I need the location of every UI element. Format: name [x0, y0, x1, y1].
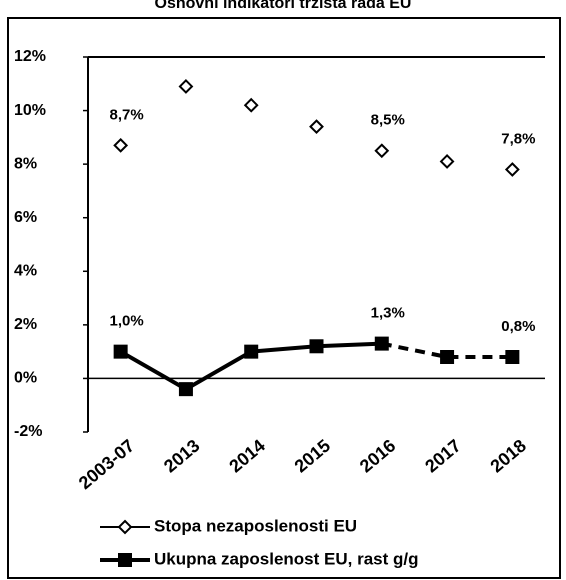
legend-label: Stopa nezaposlenosti EU — [154, 516, 357, 535]
point — [309, 119, 324, 135]
frame — [7, 17, 561, 579]
point — [178, 79, 194, 94]
x-tick-label: 2018 — [486, 435, 530, 476]
point — [504, 162, 520, 177]
legend-marker — [118, 553, 132, 567]
point — [374, 336, 389, 351]
data-label: 1,0% — [110, 313, 144, 330]
legend-marker — [117, 519, 133, 535]
x-tick-label: 2013 — [160, 435, 204, 476]
y-tick-label: 12% — [14, 48, 46, 65]
series-line-dashed — [381, 341, 513, 359]
data-label: 0,8% — [501, 318, 535, 335]
point — [113, 137, 129, 153]
data-label: 8,5% — [371, 112, 405, 129]
x-tick-label: 2014 — [225, 435, 269, 476]
point — [374, 143, 390, 159]
x-tick-label: 2017 — [421, 435, 465, 476]
point — [244, 344, 259, 359]
point — [243, 97, 259, 113]
point — [178, 382, 193, 397]
y-tick-label: -2% — [14, 423, 42, 440]
point — [440, 350, 455, 364]
point — [505, 350, 520, 364]
y-tick-label: 6% — [14, 209, 37, 226]
x-tick-label: 2016 — [356, 435, 400, 476]
y-tick-label: 2% — [14, 316, 37, 333]
y-tick-label: 8% — [14, 155, 37, 172]
x-tick-label: 2015 — [291, 435, 335, 476]
point — [113, 344, 128, 359]
legend-label: Ukupna zaposlenost EU, rast g/g — [154, 549, 419, 568]
y-tick-label: 4% — [14, 263, 37, 280]
data-label: 7,8% — [501, 130, 535, 147]
chart-title: Osnovni indikatori tržišta rada EU — [155, 0, 412, 12]
point — [309, 339, 324, 354]
point — [439, 154, 455, 169]
y-tick-label: 0% — [14, 370, 37, 387]
x-tick-label: 2003-07 — [75, 435, 138, 493]
data-label: 1,3% — [371, 305, 405, 322]
y-tick-label: 10% — [14, 102, 46, 119]
data-label: 8,7% — [110, 106, 144, 123]
